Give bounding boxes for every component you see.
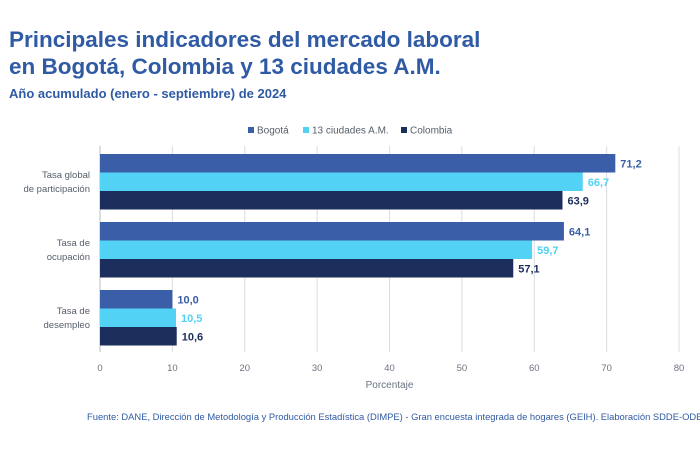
x-axis-title: Porcentaje xyxy=(366,380,414,391)
bar-13-ciudades-a-m- xyxy=(100,240,533,259)
x-tick-label: 0 xyxy=(97,363,102,374)
value-label: 57,1 xyxy=(518,263,539,275)
legend-label: Colombia xyxy=(410,126,453,137)
x-tick-label: 40 xyxy=(384,363,395,374)
bar-colombia xyxy=(100,327,177,346)
legend-swatch xyxy=(303,127,309,133)
category-label-line-1: Tasa global xyxy=(42,170,90,181)
legend-swatch xyxy=(401,127,407,133)
value-label: 10,6 xyxy=(182,331,203,343)
source-note: Fuente: DANE, Dirección de Metodología y… xyxy=(87,411,700,422)
chart-title-line-2: en Bogotá, Colombia y 13 ciudades A.M. xyxy=(9,54,441,79)
chart-title: Principales indicadores del mercado labo… xyxy=(9,26,689,80)
x-tick-label: 20 xyxy=(239,363,250,374)
bar-bogot- xyxy=(100,222,564,241)
x-tick-label: 60 xyxy=(529,363,540,374)
legend-swatch xyxy=(248,127,254,133)
chart-subtitle: Año acumulado (enero - septiembre) de 20… xyxy=(9,86,287,101)
value-label: 63,9 xyxy=(567,195,588,207)
value-label: 10,5 xyxy=(181,313,202,325)
category-label-line-2: ocupación xyxy=(47,252,90,263)
legend-label: 13 ciudades A.M. xyxy=(312,126,389,137)
bar-bogot- xyxy=(100,154,616,173)
bar-bogot- xyxy=(100,290,173,309)
x-tick-label: 30 xyxy=(312,363,323,374)
legend-label: Bogotá xyxy=(257,126,289,137)
value-label: 10,0 xyxy=(177,294,198,306)
category-label-line-1: Tasa de xyxy=(57,306,90,317)
category-label-line-1: Tasa de xyxy=(57,238,90,249)
category-label-line-2: desempleo xyxy=(44,320,90,331)
value-label: 59,7 xyxy=(537,245,558,257)
bar-colombia xyxy=(100,259,514,278)
bar-colombia xyxy=(100,191,563,210)
chart-title-line-1: Principales indicadores del mercado labo… xyxy=(9,27,481,52)
bar-13-ciudades-a-m- xyxy=(100,172,583,191)
x-tick-label: 80 xyxy=(674,363,685,374)
x-tick-label: 10 xyxy=(167,363,178,374)
value-label: 64,1 xyxy=(569,226,590,238)
bar-13-ciudades-a-m- xyxy=(100,308,176,327)
category-label-line-2: de participación xyxy=(23,184,90,195)
x-tick-label: 50 xyxy=(457,363,468,374)
value-label: 66,7 xyxy=(588,177,609,189)
value-label: 71,2 xyxy=(620,158,641,170)
x-tick-label: 70 xyxy=(601,363,612,374)
